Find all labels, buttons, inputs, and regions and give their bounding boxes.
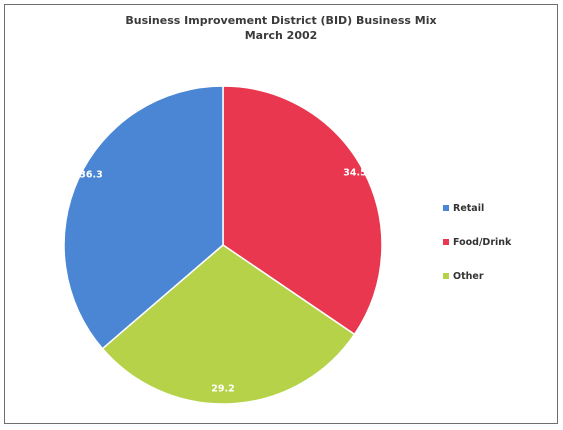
legend-label-retail: Retail [453, 202, 485, 214]
pie-slice-food-drink [222, 85, 383, 336]
pie-slice-retail [63, 85, 224, 350]
legend-label-food-drink: Food/Drink [453, 236, 512, 248]
legend-item-retail: Retail [443, 200, 511, 216]
pie-slice-other [101, 244, 356, 405]
pie-slices [63, 85, 383, 405]
pie-label-retail: 36.3 [79, 170, 102, 181]
legend-label-other: Other [453, 270, 484, 282]
legend-swatch-retail [443, 205, 449, 211]
legend-swatch-other [443, 273, 449, 279]
chart-title: Business Improvement District (BID) Busi… [125, 14, 437, 27]
chart-title-block: Business Improvement District (BID) Busi… [5, 13, 557, 43]
pie-label-food-drink: 34.5 [343, 168, 366, 179]
legend-item-food-drink: Food/Drink [443, 234, 511, 250]
pie-chart: 34.5 29.2 36.3 [63, 85, 383, 405]
legend: Retail Food/Drink Other [443, 200, 511, 302]
legend-item-other: Other [443, 268, 511, 284]
chart-frame: Business Improvement District (BID) Busi… [4, 4, 558, 424]
legend-swatch-food-drink [443, 239, 449, 245]
chart-subtitle: March 2002 [244, 29, 318, 42]
pie-labels: 34.5 29.2 36.3 [79, 168, 366, 395]
pie-label-other: 29.2 [211, 384, 234, 395]
